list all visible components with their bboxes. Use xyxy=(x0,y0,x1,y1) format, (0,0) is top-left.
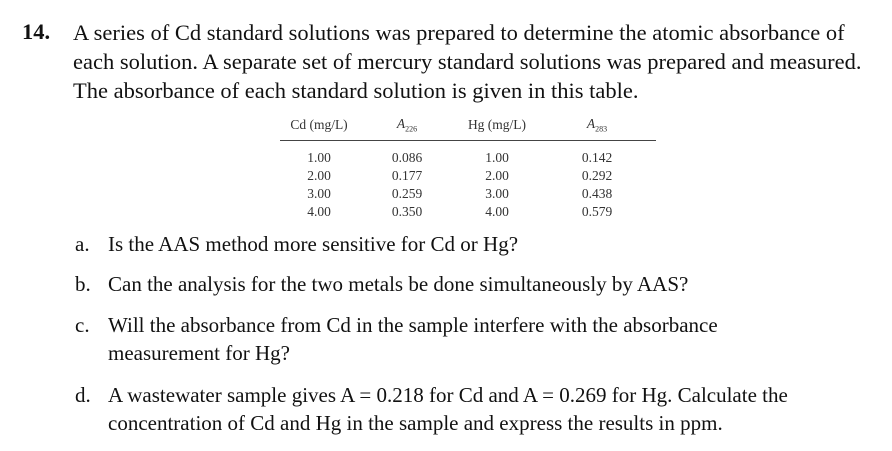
table-cell: 3.00 xyxy=(485,185,509,201)
table-row: 3.00 0.259 3.00 0.438 xyxy=(280,185,656,203)
header-hg: Hg (mg/L) xyxy=(456,116,538,141)
standards-table: Cd (mg/L) A226 Hg (mg/L) A283 1.00 0.086 1… xyxy=(280,116,656,221)
table-cell: 0.438 xyxy=(581,185,613,201)
table-header-row: Cd (mg/L) A226 Hg (mg/L) A283 xyxy=(280,116,656,141)
table-row: 4.00 0.350 4.00 0.579 xyxy=(280,203,656,221)
table-cell: 1.00 xyxy=(307,149,331,165)
table-cell: 0.579 xyxy=(581,203,613,219)
table-cell: 2.00 xyxy=(307,167,331,183)
table-row: 2.00 0.177 2.00 0.292 xyxy=(280,167,656,185)
header-cd: Cd (mg/L) xyxy=(280,116,358,141)
table-cell: 0.177 xyxy=(391,167,423,183)
table-cell: 4.00 xyxy=(485,203,509,219)
problem-text: A series of Cd standard solutions was pr… xyxy=(73,20,862,103)
header-a226: A226 xyxy=(358,116,456,141)
header-a283: A283 xyxy=(538,116,656,141)
table-cell: 0.350 xyxy=(391,203,423,219)
table-cell: 3.00 xyxy=(307,185,331,201)
table-cell: 0.292 xyxy=(581,167,613,183)
table-cell: 0.259 xyxy=(391,185,423,201)
table-cell: 2.00 xyxy=(485,167,509,183)
table-cell: 1.00 xyxy=(485,149,509,165)
table-cell: 0.086 xyxy=(391,149,423,165)
table-cell: 4.00 xyxy=(307,203,331,219)
table-row: 1.00 0.086 1.00 0.142 xyxy=(280,140,656,167)
table-cell: 0.142 xyxy=(581,149,613,165)
problem-number: 14. xyxy=(22,19,51,44)
